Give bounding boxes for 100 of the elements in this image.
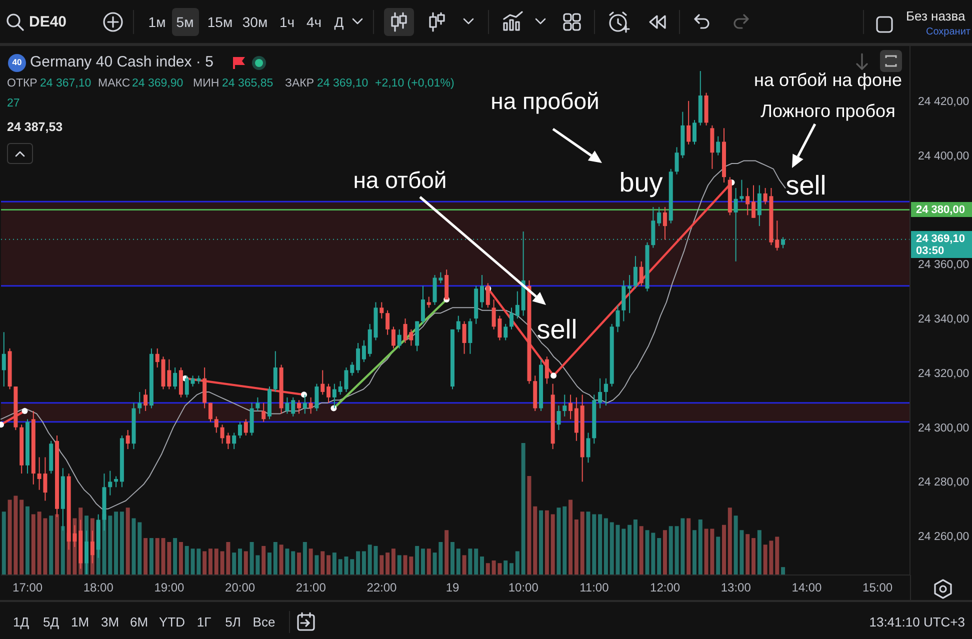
text: 1Г xyxy=(196,614,212,630)
bar xyxy=(2,512,6,575)
annotation: buy xyxy=(619,167,663,199)
bar xyxy=(273,542,278,575)
bar xyxy=(397,555,402,575)
candlestick xyxy=(273,350,278,392)
bar xyxy=(504,560,508,575)
text: Сохранит xyxy=(926,26,970,38)
bar xyxy=(426,548,431,575)
bar xyxy=(49,516,54,575)
bar xyxy=(25,506,30,575)
bar xyxy=(356,551,360,575)
candlestick xyxy=(397,328,402,349)
x-tick-label: 10:00 xyxy=(508,580,539,595)
y-tick-label: 24 400,00 xyxy=(918,150,970,162)
candlestick xyxy=(598,378,602,409)
x-tick-label: 18:00 xyxy=(83,580,114,595)
annotation: 24 367,10 xyxy=(40,77,92,91)
bar xyxy=(462,555,466,575)
bar xyxy=(386,552,390,575)
bar xyxy=(214,548,218,575)
y-tick-label: 24 320,00 xyxy=(918,368,970,380)
candlestick xyxy=(775,220,780,252)
bar xyxy=(456,548,460,575)
x-tick-label: 11:00 xyxy=(580,580,610,595)
bar xyxy=(232,552,236,575)
candlestick xyxy=(515,290,520,320)
annotation: на пробой xyxy=(490,88,600,114)
text: Д xyxy=(334,14,344,30)
candlestick xyxy=(757,184,762,227)
bar xyxy=(639,526,644,575)
candlestick xyxy=(155,348,160,368)
candlestick xyxy=(633,255,638,290)
candlestick xyxy=(256,396,260,412)
bar xyxy=(279,544,284,575)
bar xyxy=(698,520,702,575)
bar xyxy=(527,476,532,575)
annotation: на отбой xyxy=(353,166,447,194)
bar xyxy=(291,551,296,575)
candlestick xyxy=(386,310,390,336)
bar xyxy=(586,512,590,575)
bar xyxy=(320,551,325,575)
bar xyxy=(302,542,307,575)
bar xyxy=(533,506,538,575)
candlestick xyxy=(126,430,130,450)
bar xyxy=(746,534,750,575)
text: DE40 xyxy=(29,13,67,31)
bar xyxy=(515,551,520,575)
text: 6М xyxy=(130,614,148,630)
x-tick-label: 19:00 xyxy=(154,580,185,595)
bar xyxy=(510,563,514,575)
annotation: МИН xyxy=(193,77,220,91)
candlestick xyxy=(380,302,384,320)
annotation: sell xyxy=(786,170,826,202)
annotation: ОТКР xyxy=(7,77,38,91)
bar xyxy=(297,552,302,575)
annotation: ЗАКР xyxy=(285,77,314,91)
annotation: +2,10 (+0,01%) xyxy=(375,77,454,91)
text: 30м xyxy=(242,14,268,30)
bar xyxy=(380,555,384,575)
candlestick xyxy=(510,307,514,330)
bar xyxy=(314,555,319,575)
candlestick xyxy=(362,340,366,363)
x-tick-label: 22:00 xyxy=(366,580,398,595)
y-tick-label: 24 280,00 xyxy=(918,476,970,489)
x-tick-label: 17:00 xyxy=(12,580,43,595)
bar xyxy=(173,538,178,575)
bar xyxy=(60,526,65,575)
bar xyxy=(444,530,449,575)
candlestick xyxy=(662,206,667,240)
bar xyxy=(474,548,478,575)
bar xyxy=(149,538,154,575)
candlestick xyxy=(562,394,567,417)
bar xyxy=(574,520,578,575)
candlestick xyxy=(746,187,750,216)
bar xyxy=(610,522,614,575)
bar xyxy=(20,500,24,575)
bar xyxy=(662,530,667,575)
candlestick xyxy=(291,396,296,417)
bar xyxy=(415,546,420,575)
bar xyxy=(580,512,584,575)
bar xyxy=(486,563,490,575)
text: 4ч xyxy=(306,14,322,30)
x-tick-label: 12:00 xyxy=(650,580,680,595)
bar xyxy=(132,518,136,575)
x-tick-label: 21:00 xyxy=(296,580,326,595)
bar xyxy=(268,552,272,575)
text: 15м xyxy=(207,14,233,30)
candlestick xyxy=(468,318,472,354)
x-tick-label: 15:00 xyxy=(862,580,893,595)
candlestick xyxy=(238,421,242,439)
text: 1Д xyxy=(12,614,30,630)
y-tick-label: 24 300,00 xyxy=(918,422,970,434)
text: 1М xyxy=(70,614,90,630)
bar xyxy=(668,526,673,575)
candlestick xyxy=(308,396,313,414)
candlestick xyxy=(657,206,662,227)
bar xyxy=(592,514,596,575)
line-series xyxy=(0,160,786,510)
bar xyxy=(114,512,118,575)
